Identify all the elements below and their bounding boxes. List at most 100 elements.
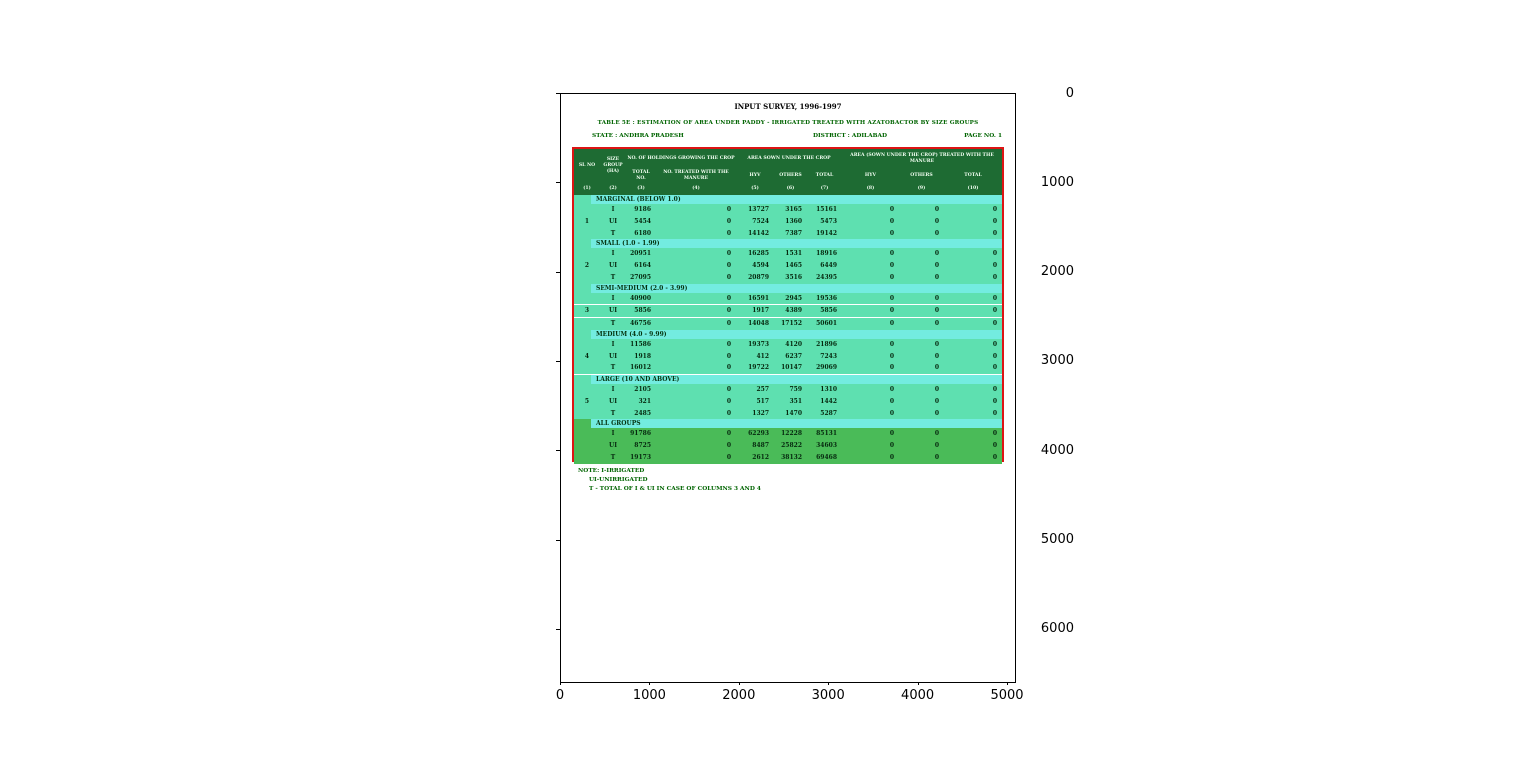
y-tick-label: 5000 — [1040, 532, 1074, 548]
value-cell: 0 — [992, 250, 997, 258]
footnote-line: T - TOTAL OF I & UI IN CASE OF COLUMNS 3… — [589, 486, 761, 492]
value-cell: 0 — [934, 409, 939, 417]
value-cell: 0 — [934, 386, 939, 393]
value-cell: 0 — [934, 273, 939, 281]
value-cell: 1465 — [785, 262, 802, 269]
value-cell: 4594 — [752, 262, 769, 269]
value-cell: 6180 — [634, 229, 651, 237]
row-label-cell: T — [610, 229, 616, 237]
table-row: I 9186 0 13727 3165 15161 0 0 0 — [574, 204, 1002, 216]
value-cell: 0 — [726, 364, 731, 372]
value-cell: 0 — [992, 442, 997, 449]
value-cell: 0 — [889, 430, 894, 438]
value-cell: 0 — [889, 229, 894, 237]
value-cell: 17152 — [781, 320, 802, 327]
value-cell: 12228 — [781, 430, 802, 438]
value-cell: 759 — [789, 386, 802, 393]
value-cell: 14142 — [748, 229, 769, 237]
value-cell: 2945 — [785, 294, 802, 302]
value-cell: 11586 — [630, 340, 651, 348]
value-cell: 0 — [889, 262, 894, 269]
value-cell: 7524 — [752, 217, 769, 225]
value-cell: 0 — [726, 352, 731, 360]
x-tick-label: 2000 — [722, 688, 756, 703]
row-label-cell: I — [611, 340, 615, 348]
footnote-line: NOTE: I-IRRIGATED — [578, 468, 645, 474]
column-number: (7) — [820, 186, 829, 192]
header-span-holdings: NO. OF HOLDINGS GROWING THE CROP — [627, 156, 735, 162]
column-number: (6) — [786, 186, 795, 192]
value-cell: 0 — [934, 453, 939, 461]
y-tick-label: 1000 — [1040, 174, 1074, 190]
value-cell: 91786 — [630, 430, 651, 438]
size-group-label: LARGE (10 AND ABOVE) — [591, 375, 1002, 384]
value-cell: 0 — [889, 364, 894, 372]
value-cell: 0 — [726, 320, 731, 327]
value-cell: 6237 — [785, 352, 802, 360]
table-row: T 6180 0 14142 7387 19142 0 0 0 — [574, 228, 1002, 240]
value-cell: 0 — [992, 386, 997, 393]
label-row-strip — [574, 239, 591, 248]
table-row: I 11586 0 19373 4120 21896 0 0 0 — [574, 339, 1002, 351]
value-cell: 0 — [992, 320, 997, 327]
value-cell: 19536 — [816, 294, 837, 302]
size-group-label: SEMI-MEDIUM (2.0 - 3.99) — [591, 283, 1002, 293]
value-cell: 46756 — [630, 320, 651, 327]
value-cell: 1531 — [785, 250, 802, 258]
value-cell: 0 — [992, 430, 997, 438]
row-label-cell: UI — [608, 442, 618, 449]
table-row: I 20951 0 16285 1531 18916 0 0 0 — [574, 248, 1002, 260]
value-cell: 0 — [889, 340, 894, 348]
size-group-label-row: LARGE (10 AND ABOVE) — [574, 375, 1002, 384]
value-cell: 0 — [889, 409, 894, 417]
header-no-treated: NO. TREATED WITH THE MANURE — [663, 170, 729, 181]
table-row: 1 UI 5454 0 7524 1360 5473 0 0 0 — [574, 216, 1002, 228]
value-cell: 24395 — [816, 273, 837, 281]
table-header: SL NO SIZE GROUP (HA) NO. OF HOLDINGS GR… — [574, 149, 1002, 195]
value-cell: 0 — [726, 307, 731, 315]
table-row: 2 UI 6164 0 4594 1465 6449 0 0 0 — [574, 260, 1002, 272]
value-cell: 5287 — [820, 409, 837, 417]
table-row: I 40900 0 16591 2945 19536 0 0 0 — [574, 293, 1002, 306]
value-cell: 0 — [934, 294, 939, 302]
table-row: T 2485 0 1327 1470 5287 0 0 0 — [574, 408, 1002, 420]
value-cell: 0 — [934, 206, 939, 213]
district-label: DISTRICT : ADILABAD — [812, 133, 888, 139]
value-cell: 4120 — [785, 340, 802, 348]
value-cell: 2105 — [634, 386, 651, 393]
row-label-cell: I — [611, 250, 615, 258]
row-label-cell: T — [610, 273, 616, 281]
value-cell: 0 — [992, 217, 997, 225]
x-tick-label: 0 — [555, 688, 565, 703]
value-cell: 1918 — [634, 352, 651, 360]
value-cell: 50601 — [816, 320, 837, 327]
x-tick-mark — [828, 681, 830, 685]
value-cell: 9186 — [634, 206, 651, 213]
value-cell: 0 — [889, 320, 894, 327]
column-number: (3) — [637, 186, 645, 192]
label-row-strip — [574, 419, 591, 428]
value-cell: 0 — [726, 206, 731, 213]
value-cell: 1327 — [752, 409, 769, 417]
value-cell: 19173 — [630, 453, 651, 461]
header-hyv-2: HYV — [864, 173, 877, 179]
value-cell: 62293 — [748, 430, 769, 438]
value-cell: 5454 — [634, 217, 651, 225]
row-label-cell: UI — [608, 307, 618, 315]
row-label-cell: I — [611, 386, 615, 393]
row-label-cell: T — [610, 320, 616, 327]
y-tick-label: 3000 — [1040, 353, 1074, 369]
value-cell: 14048 — [748, 320, 769, 327]
size-group-label: MARGINAL (BELOW 1.0) — [591, 195, 1002, 204]
row-label-cell: UI — [608, 352, 618, 360]
value-cell: 0 — [934, 352, 939, 360]
value-cell: 27095 — [630, 273, 651, 281]
row-label-cell: UI — [608, 217, 618, 225]
value-cell: 38132 — [781, 453, 802, 461]
size-group-label-row: ALL GROUPS — [574, 419, 1002, 429]
size-group-label-row: MARGINAL (BELOW 1.0) — [574, 195, 1002, 204]
value-cell: 13727 — [748, 206, 769, 213]
value-cell: 20951 — [630, 250, 651, 258]
x-tick-mark — [649, 681, 651, 685]
